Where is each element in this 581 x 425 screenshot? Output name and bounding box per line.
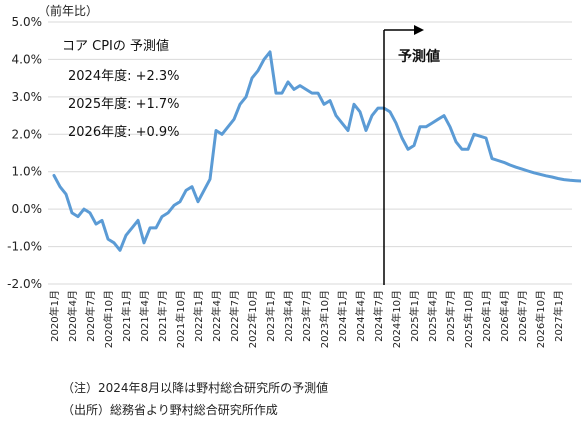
y-tick-label: -2.0% (7, 277, 42, 291)
x-tick-label: 2026年10月 (534, 290, 547, 348)
y-unit-label: （前年比） (38, 4, 99, 18)
cpi-series-line (52, 50, 581, 252)
x-tick-label: 2021年4月 (138, 290, 151, 342)
x-tick-label: 2022年10月 (246, 290, 259, 348)
x-tick-label: 2025年4月 (426, 290, 439, 342)
x-tick-label: 2023年1月 (264, 290, 277, 342)
x-tick-label: 2023年7月 (300, 290, 313, 342)
x-tick-label: 2020年7月 (84, 290, 97, 342)
x-tick-label: 2021年10月 (174, 290, 187, 348)
annotation-item: 2026年度: +0.9% (68, 124, 180, 140)
x-tick-label: 2021年7月 (156, 290, 169, 342)
y-tick-label: 0.0% (12, 202, 43, 216)
x-tick-label: 2024年10月 (390, 290, 403, 348)
y-tick-label: 1.0% (12, 165, 43, 179)
x-tick-label: 2022年4月 (210, 290, 223, 342)
y-tick-label: 4.0% (12, 52, 43, 66)
x-tick-label: 2020年4月 (66, 290, 79, 342)
annotation-title: コア CPIの 予測値 (62, 38, 169, 54)
forecast-label: 予測値 (398, 48, 440, 65)
x-tick-label: 2025年10月 (462, 290, 475, 348)
x-tick-label: 2024年4月 (354, 290, 367, 342)
x-tick-label: 2026年4月 (498, 290, 511, 342)
y-tick-label: 5.0% (12, 15, 43, 29)
footnotes: （注）2024年8月以降は野村総合研究所の予測値 （出所）総務省より野村総合研究… (62, 377, 328, 421)
x-tick-label: 2025年1月 (408, 290, 421, 342)
x-tick-label: 2022年7月 (228, 290, 241, 342)
x-tick-label: 2024年7月 (372, 290, 385, 342)
forecast-arrow-head (414, 25, 424, 35)
x-tick-label: 2025年7月 (444, 290, 457, 342)
note-forecast: （注）2024年8月以降は野村総合研究所の予測値 (62, 381, 329, 395)
y-tick-label: -1.0% (7, 240, 42, 254)
x-tick-label: 2023年10月 (318, 290, 331, 348)
annotation-item: 2024年度: +2.3% (68, 68, 180, 84)
annotation-item: 2025年度: +1.7% (68, 96, 180, 112)
y-tick-label: 3.0% (12, 90, 43, 104)
x-tick-label: 2027年1月 (552, 290, 565, 342)
x-tick-label: 2020年1月 (48, 290, 61, 342)
x-tick-label: 2022年1月 (192, 290, 205, 342)
x-tick-label: 2026年7月 (516, 290, 529, 342)
x-tick-label: 2023年4月 (282, 290, 295, 342)
x-tick-label: 2020年10月 (102, 290, 115, 348)
x-tick-label: 2021年1月 (120, 290, 133, 342)
x-tick-label: 2026年1月 (480, 290, 493, 342)
note-source: （出所）総務省より野村総合研究所作成 (62, 403, 278, 417)
y-tick-label: 2.0% (12, 127, 43, 141)
x-tick-label: 2024年1月 (336, 290, 349, 342)
